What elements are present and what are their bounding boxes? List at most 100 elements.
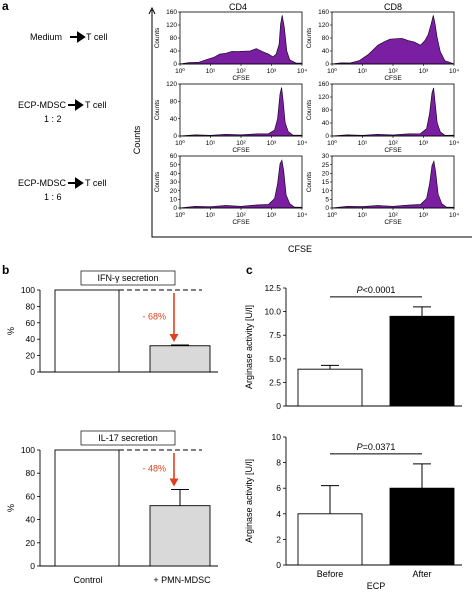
histogram-2-ytick-label: 0 (325, 61, 329, 68)
histogram-6-ytick-label: 5 (325, 197, 329, 204)
histogram-4-xlabel: CFSE (384, 147, 402, 154)
histogram-1-ylabel: Counts (154, 27, 161, 48)
histogram-1-xtick-label: 10⁰ (175, 67, 185, 75)
panel-b-category-pmn-mdsc: + PMN-MDSC (153, 575, 211, 585)
bar-chart-1: 0 20 40 60 80 100% IFN-γ secretion - 68% (6, 270, 218, 377)
bar-chart-4: 0 2 4 6 8 10 Arginase activity [U/l] P=0.0371 Be… (244, 432, 462, 591)
bar-chart-3-errorbar-1 (321, 364, 339, 370)
row-label-2: ECP-MDSC T cell 1 : 2 (18, 99, 106, 124)
bar-chart-4-bar-1 (297, 513, 363, 566)
histogram-4-xtick-label: 10¹ (358, 140, 368, 147)
histogram-3-xlabel: CFSE (232, 147, 250, 154)
histogram-2-ylabel: Counts (306, 27, 313, 48)
bar-chart-4-category-before: Before (317, 569, 344, 579)
bar-chart-4-ytick-label: 2 (276, 534, 281, 544)
bar-chart-1-ylabel: % (6, 327, 16, 335)
panel-a-outer-ylabel: Counts (132, 125, 142, 154)
panel-label-a: a (2, 0, 9, 13)
panel-label-b: b (2, 263, 9, 277)
bar-chart-4-errorbar-2 (413, 463, 431, 489)
histogram-2-area (331, 15, 455, 65)
row-label-2-arrow-icon (68, 99, 84, 111)
histogram-2-ytick-label: 160 (318, 9, 329, 16)
histogram-2-ytick-label: 40 (322, 48, 330, 55)
histogram-5-xtick-label: 10² (236, 212, 246, 219)
histogram-1-xtick-label: 10¹ (206, 68, 216, 75)
row-label-3-target: T cell (85, 178, 106, 188)
histogram-5-ytick-label: 60 (170, 153, 178, 160)
histogram-1-ytick-label: 80 (170, 35, 178, 42)
bar-chart-1-title: IFN-γ secretion (97, 273, 158, 283)
row-label-2-ratio: 1 : 2 (44, 114, 62, 124)
panel-label-c: c (246, 263, 253, 277)
bar-chart-4-ytick-label: 8 (276, 458, 281, 468)
histogram-6-xtick-label: 10¹ (358, 212, 368, 219)
row-label-2-target: T cell (85, 100, 106, 110)
histogram-5-ytick-label: 30 (170, 179, 178, 186)
bar-chart-1-annotation: - 68% (142, 311, 166, 321)
histogram-6-ytick-label: 15 (322, 179, 330, 186)
histogram-3: 0 40 80 120 10⁰ 10¹ 10² 10³ 10⁴ CFSE Counts (154, 81, 307, 154)
bar-chart-2-reduction-arrowhead (169, 478, 179, 487)
row-label-3-source: ECP-MDSC (18, 178, 67, 188)
bar-chart-2-errorbar-2 (171, 488, 189, 506)
histogram-3-xtick-label: 10³ (267, 140, 277, 147)
histogram-2-xtick-label: 10⁴ (449, 68, 459, 75)
bar-chart-1-ytick-label: 40 (26, 334, 36, 344)
row-label-3-ratio: 1 : 6 (44, 192, 62, 202)
bar-chart-4-ytick-label: 0 (276, 560, 281, 570)
histogram-6-area (331, 159, 455, 209)
histogram-4-xtick-label: 10² (388, 140, 398, 147)
row-label-1-source: Medium (30, 32, 62, 42)
bar-chart-1-ytick-label: 60 (26, 318, 36, 328)
panel-a-outer-axes (151, 10, 472, 238)
histogram-4-area (331, 87, 455, 137)
histogram-5-ytick-label: 50 (170, 162, 178, 169)
bar-chart-3-ytick-label: 7.5 (269, 330, 281, 340)
histogram-3-ytick-label: 80 (170, 99, 178, 106)
histogram-1-ytick-label: 160 (166, 9, 177, 16)
bar-chart-2-ytick-label: 80 (26, 468, 36, 478)
histogram-6-ylabel: Counts (306, 171, 313, 192)
histogram-2-xlabel: CFSE (384, 75, 402, 82)
histogram-6-xtick-label: 10² (388, 212, 398, 219)
histogram-6-ytick-label: 20 (322, 171, 330, 178)
histogram-1-area (179, 15, 303, 65)
histogram-4-ytick-label: 160 (318, 81, 329, 88)
histogram-4-ylabel: Counts (306, 99, 313, 120)
bar-chart-4-ytick-label: 6 (276, 483, 281, 493)
bar-chart-1-ytick-label: 80 (26, 301, 36, 311)
row-label-2-source: ECP-MDSC (18, 100, 67, 110)
histogram-4-ytick-label: 40 (322, 120, 330, 127)
bar-chart-4-errorbar-1 (321, 485, 339, 514)
bar-chart-1-errorbar-2 (171, 344, 189, 346)
histogram-3-ylabel: Counts (154, 99, 161, 120)
panel-a-outer-arrowhead (148, 6, 156, 15)
row-label-1-target: T cell (86, 32, 107, 42)
histogram-6-ytick-label: 10 (322, 188, 330, 195)
bar-chart-2-ytick-label: 100 (21, 445, 35, 455)
row-label-3-arrow-icon (68, 177, 84, 189)
histogram-5-ytick-label: 0 (173, 205, 177, 212)
histogram-5-xtick-label: 10³ (267, 212, 277, 219)
histogram-4-ytick-label: 80 (322, 107, 330, 114)
histogram-3-area (179, 87, 303, 137)
histogram-4-ytick-label: 120 (318, 94, 329, 101)
bar-chart-2-annotation: - 48% (142, 464, 166, 474)
row-label-1-arrow-icon (70, 31, 86, 43)
bar-chart-3-bar-2 (389, 315, 455, 407)
histogram-2-ytick-label: 80 (322, 35, 330, 42)
histogram-4-xtick-label: 10⁴ (449, 140, 459, 147)
histogram-3-xtick-label: 10¹ (206, 140, 216, 147)
bar-chart-3-ytick-label: 0 (276, 401, 281, 411)
histogram-5-xtick-label: 10⁰ (175, 211, 185, 219)
histogram-1-xtick-label: 10⁴ (297, 68, 307, 75)
bar-chart-2: 0 20 40 60 80 100% IL-17 secretion - 48% (6, 430, 218, 571)
row-label-1: Medium T cell (30, 31, 107, 43)
histogram-4-xtick-label: 10³ (419, 140, 429, 147)
bar-chart-1-title-box (80, 270, 176, 286)
bar-chart-2-title: IL-17 secretion (98, 433, 158, 443)
histogram-2-xtick-label: 10¹ (358, 68, 368, 75)
